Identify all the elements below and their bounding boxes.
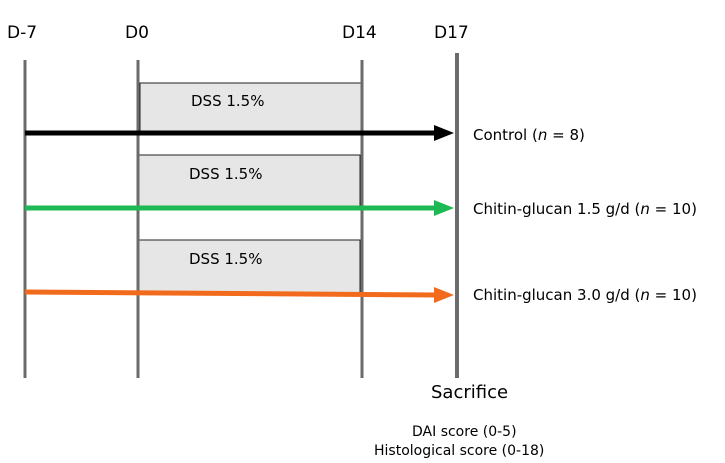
sacrifice-label: Sacrifice: [431, 382, 508, 403]
day-label-d17: D17: [434, 23, 469, 43]
dss-box-chitin-1-5: [137, 154, 361, 208]
day-label-d0: D0: [125, 23, 149, 43]
group-label-chitin-1-5: Chitin-glucan 1.5 g/d (n = 10): [473, 200, 697, 218]
dss-label-chitin-1-5: DSS 1.5%: [189, 165, 262, 183]
arrowhead-chitin-3-0-icon: [434, 287, 454, 303]
day-label-d14: D14: [342, 23, 377, 43]
dss-label-chitin-3-0: DSS 1.5%: [189, 250, 262, 268]
group-label-control: Control (n = 8): [473, 126, 585, 144]
dss-label-control: DSS 1.5%: [191, 92, 264, 110]
group-label-chitin-3-0: Chitin-glucan 3.0 g/d (n = 10): [473, 286, 697, 304]
dss-box-control: [139, 82, 363, 133]
dai-score-label: DAI score (0-5): [412, 424, 517, 440]
histological-score-label: Histological score (0-18): [374, 443, 544, 459]
dss-box-chitin-3-0: [137, 239, 361, 294]
arrowhead-control-icon: [434, 125, 454, 141]
day-label-d-minus-7: D-7: [7, 23, 37, 43]
arrow-chitin-3-0: [24, 289, 439, 298]
arrowhead-chitin-1-5-icon: [434, 200, 454, 216]
